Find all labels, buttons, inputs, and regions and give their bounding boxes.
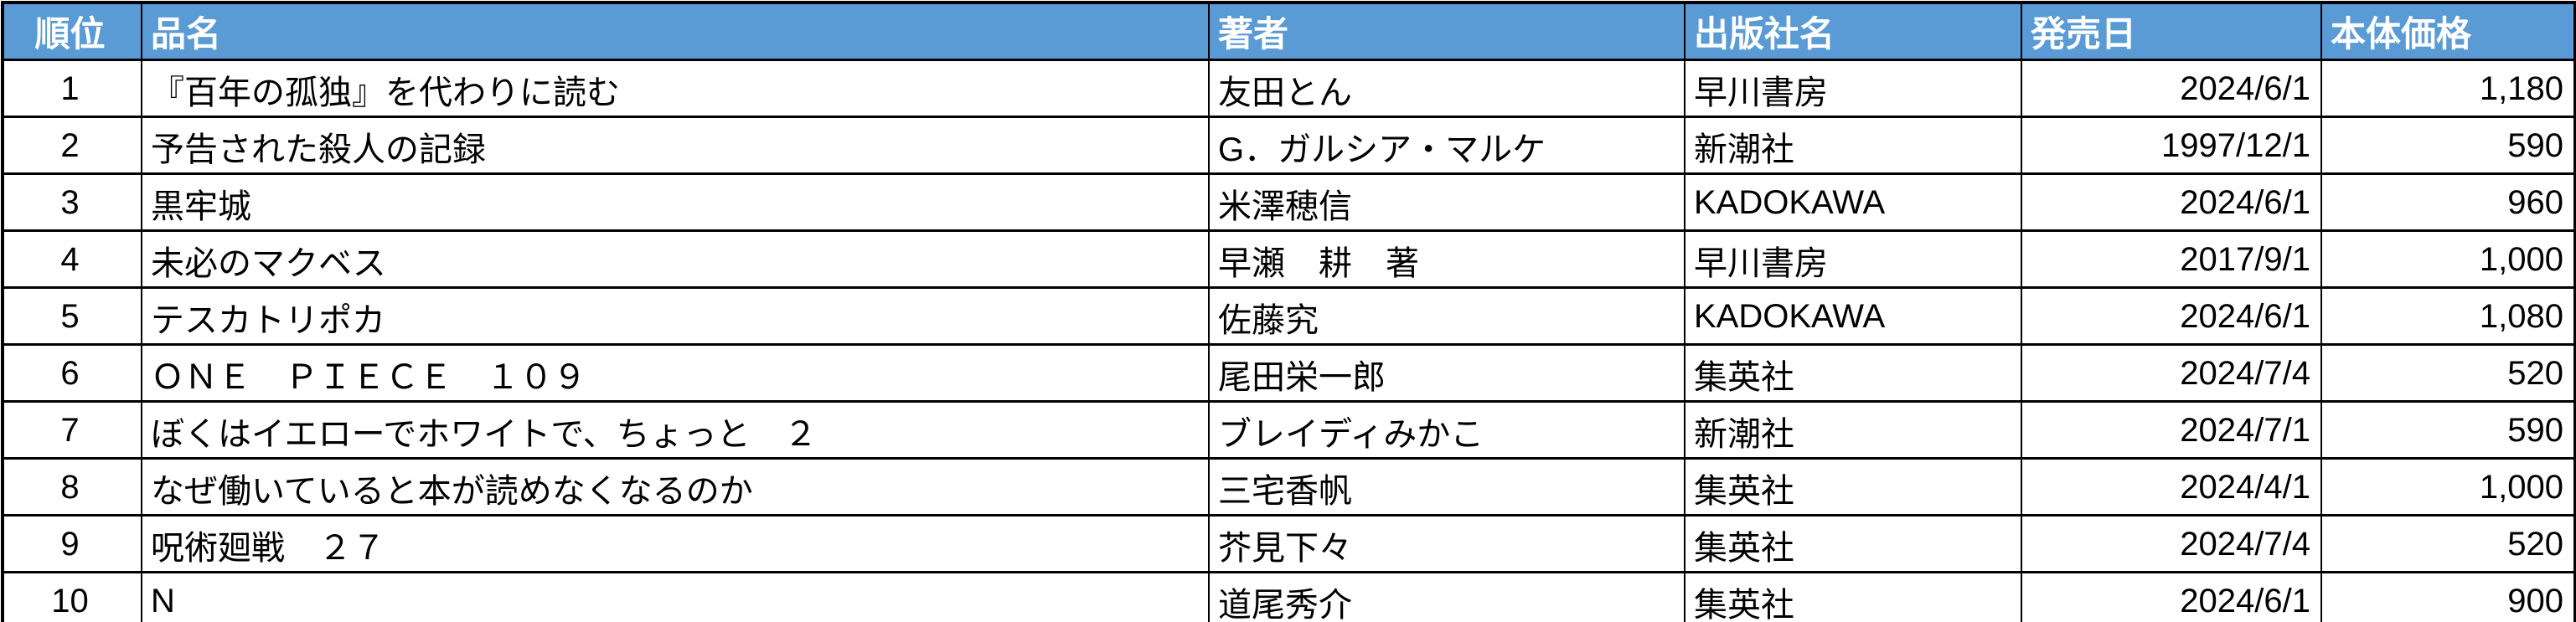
cell-price: 1,180: [2320, 59, 2576, 118]
cell-author: 友田とん: [1208, 59, 1685, 118]
cell-title: 未必のマクベス: [141, 229, 1210, 289]
cell-publisher: 集英社: [1684, 343, 2022, 403]
cell-date: 2017/9/1: [2021, 229, 2322, 289]
cell-rank: 6: [2, 343, 142, 403]
cell-rank: 5: [2, 286, 142, 346]
cell-price: 900: [2320, 571, 2576, 622]
cell-date: 2024/4/1: [2021, 457, 2322, 517]
cell-title: ＯＮＥ ＰＩＥＣＥ １０９: [141, 343, 1210, 403]
cell-publisher: 早川書房: [1684, 229, 2022, 289]
table-row: 6 ＯＮＥ ＰＩＥＣＥ １０９ 尾田栄一郎 集英社 2024/7/4 520: [2, 343, 2576, 403]
table-row: 4 未必のマクベス 早瀬 耕 著早川書房 2017/9/1 1,000: [2, 229, 2576, 289]
cell-rank: 2: [2, 116, 142, 175]
cell-rank: 10: [2, 571, 142, 622]
cell-title: なぜ働いていると本が読めなくなるのか: [141, 457, 1210, 517]
table-row: 7 ぼくはイエローでホワイトで、ちょっと ２ ブレイディみかこ 新潮社 2024/7/1…: [2, 400, 2576, 460]
cell-date: 2024/7/4: [2021, 343, 2322, 403]
cell-title: 呪術廻戦 ２７: [141, 514, 1210, 573]
cell-publisher: 集英社: [1684, 514, 2022, 573]
cell-publisher: 早川書房: [1684, 59, 2022, 118]
cell-title: 予告された殺人の記録: [141, 116, 1210, 175]
table-row: 9 呪術廻戦 ２７ 芥見下々 集英社 2024/7/4 520: [2, 514, 2576, 573]
cell-author: 尾田栄一郎: [1208, 343, 1685, 403]
table-row: 5 テスカトリポカ 佐藤究 KADOKAWA 2024/6/1 1,080: [2, 286, 2576, 346]
table-row: 10 N 道尾秀介 集英社 2024/6/1 900: [2, 571, 2576, 622]
cell-title: 『百年の孤独』を代わりに読む: [141, 59, 1210, 118]
cell-date: 2024/6/1: [2021, 172, 2322, 232]
table-row: 3 黒牢城 米澤穂信 KADOKAWA 2024/6/1 960: [2, 172, 2576, 232]
cell-title: 黒牢城: [141, 172, 1210, 232]
cell-publisher: KADOKAWA: [1684, 286, 2022, 346]
cell-price: 520: [2320, 343, 2576, 403]
cell-rank: 1: [2, 59, 142, 118]
cell-author: G．ガルシア・マルケ: [1208, 116, 1685, 175]
cell-publisher: 新潮社: [1684, 116, 2022, 175]
table-row: 1 『百年の孤独』を代わりに読む 友田とん 早川書房 2024/6/1 1,180: [2, 59, 2576, 118]
column-header-publisher: 出版社名: [1684, 2, 2022, 61]
table-header: 順位 品名 著者 出版社名 発売日 本体価格: [2, 2, 2576, 61]
cell-author: 佐藤究: [1208, 286, 1685, 346]
table-body: 1 『百年の孤独』を代わりに読む 友田とん 早川書房 2024/6/1 1,180 2 予告さ…: [2, 59, 2576, 622]
cell-price: 1,000: [2320, 457, 2576, 517]
cell-title: ぼくはイエローでホワイトで、ちょっと ２: [141, 400, 1210, 460]
cell-publisher: 新潮社: [1684, 400, 2022, 460]
cell-author: 芥見下々: [1208, 514, 1685, 573]
column-header-rank: 順位: [2, 2, 142, 61]
cell-price: 590: [2320, 116, 2576, 175]
column-header-author: 著者: [1208, 2, 1685, 61]
cell-publisher: 集英社: [1684, 571, 2022, 622]
column-header-price: 本体価格: [2320, 2, 2576, 61]
column-header-date: 発売日: [2021, 2, 2322, 61]
cell-title: テスカトリポカ: [141, 286, 1210, 346]
cell-rank: 8: [2, 457, 142, 517]
cell-title: N: [141, 571, 1210, 622]
column-header-title: 品名: [141, 2, 1210, 61]
cell-price: 960: [2320, 172, 2576, 232]
cell-price: 1,000: [2320, 229, 2576, 289]
table-row: 2 予告された殺人の記録 G．ガルシア・マルケ 新潮社 1997/12/1 590: [2, 116, 2576, 175]
cell-publisher: 集英社: [1684, 457, 2022, 517]
cell-rank: 3: [2, 172, 142, 232]
cell-date: 2024/7/4: [2021, 514, 2322, 573]
cell-author: 道尾秀介: [1208, 571, 1685, 622]
cell-date: 1997/12/1: [2021, 116, 2322, 175]
cell-rank: 9: [2, 514, 142, 573]
table-row: 8 なぜ働いていると本が読めなくなるのか 三宅香帆 集英社 2024/4/1 1,000: [2, 457, 2576, 517]
cell-author: 米澤穂信: [1208, 172, 1685, 232]
cell-publisher: KADOKAWA: [1684, 172, 2022, 232]
cell-date: 2024/6/1: [2021, 571, 2322, 622]
cell-price: 520: [2320, 514, 2576, 573]
header-row: 順位 品名 著者 出版社名 発売日 本体価格: [2, 2, 2576, 61]
cell-author: 三宅香帆: [1208, 457, 1685, 517]
cell-rank: 4: [2, 229, 142, 289]
cell-rank: 7: [2, 400, 142, 460]
cell-date: 2024/6/1: [2021, 59, 2322, 118]
cell-author: 早瀬 耕 著: [1208, 229, 1685, 289]
cell-date: 2024/7/1: [2021, 400, 2322, 460]
cell-price: 590: [2320, 400, 2576, 460]
cell-date: 2024/6/1: [2021, 286, 2322, 346]
cell-author: ブレイディみかこ: [1208, 400, 1685, 460]
cell-price: 1,080: [2320, 286, 2576, 346]
